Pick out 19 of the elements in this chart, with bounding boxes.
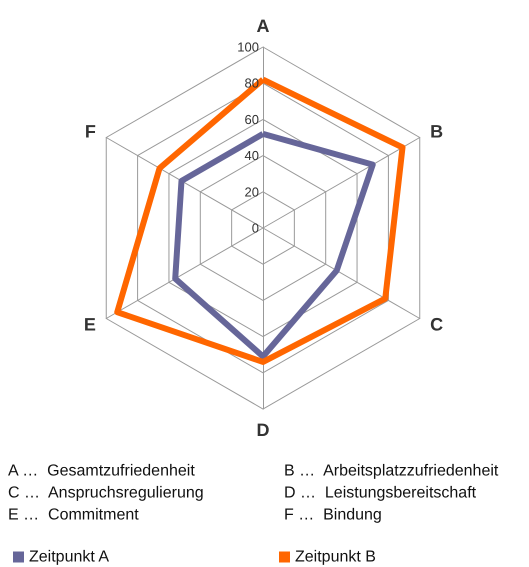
y-tick-label: 20 — [244, 184, 259, 200]
spoke-label: F — [84, 122, 96, 142]
spoke-label: E — [84, 314, 96, 334]
spoke-label: C — [430, 314, 444, 334]
text: F … Bindung — [284, 506, 382, 524]
legend-label: Zeitpunkt B — [295, 548, 376, 566]
spoke-label: A — [256, 16, 270, 36]
text: D … Leistungsbereitschaft — [284, 484, 477, 502]
y-tick-label: 60 — [244, 112, 259, 127]
text: B … Arbeitsplatzzufriedenheit — [284, 462, 499, 480]
y-tick-label: 0 — [252, 220, 259, 236]
y-tick-label: 40 — [244, 148, 259, 164]
text: C … Anspruchsregulierung — [8, 484, 204, 502]
legend-label: Zeitpunkt A — [29, 548, 110, 566]
text: A … Gesamtzufriedenheit — [8, 462, 196, 480]
y-tick-label: 100 — [237, 40, 259, 54]
text: E … Commitment — [8, 506, 140, 524]
spoke-label: B — [430, 122, 444, 142]
spoke-label: D — [256, 420, 270, 440]
